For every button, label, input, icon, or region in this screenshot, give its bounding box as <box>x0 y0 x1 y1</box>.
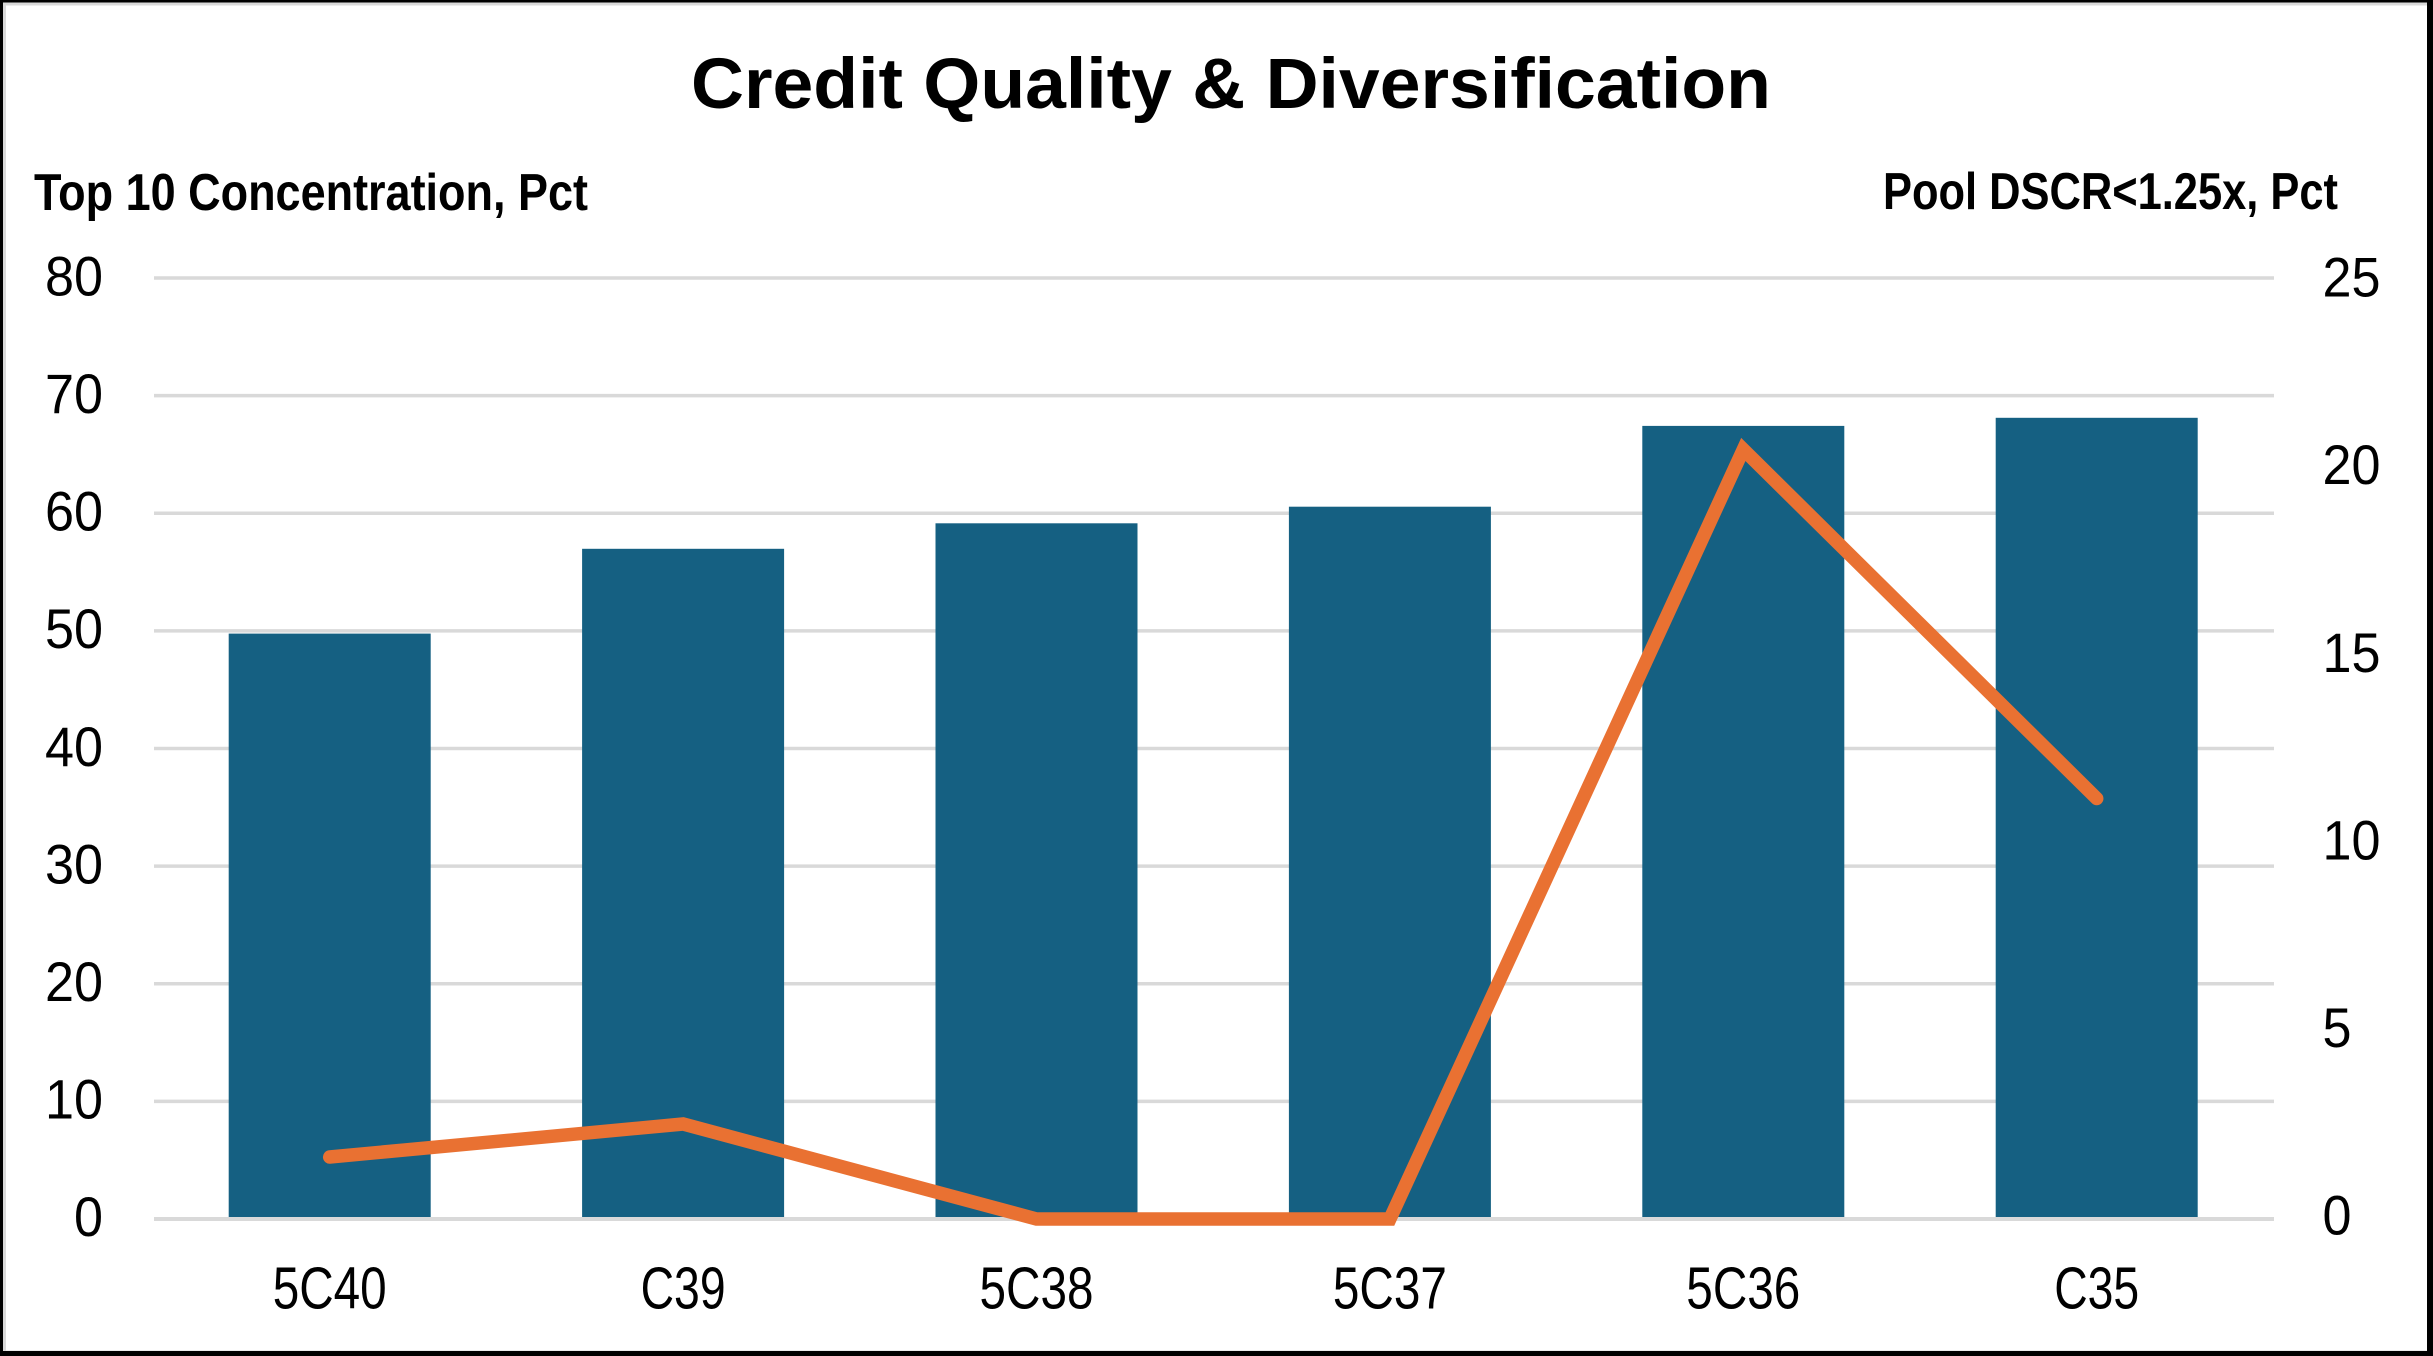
svg-text:70: 70 <box>45 362 103 425</box>
svg-text:C35: C35 <box>2054 1256 2139 1322</box>
svg-text:5: 5 <box>2323 996 2352 1059</box>
svg-text:20: 20 <box>45 950 103 1013</box>
svg-text:Credit Quality & Diversificati: Credit Quality & Diversification <box>691 45 1771 124</box>
svg-text:25: 25 <box>2323 246 2381 309</box>
svg-text:10: 10 <box>45 1068 103 1131</box>
svg-text:40: 40 <box>45 715 103 778</box>
svg-text:60: 60 <box>45 480 103 543</box>
svg-text:30: 30 <box>45 832 103 895</box>
svg-text:50: 50 <box>45 597 103 660</box>
svg-text:5C37: 5C37 <box>1333 1256 1447 1322</box>
svg-text:5C38: 5C38 <box>980 1256 1094 1322</box>
svg-text:0: 0 <box>2323 1184 2352 1247</box>
svg-text:5C40: 5C40 <box>273 1256 387 1322</box>
svg-text:Pool DSCR<1.25x, Pct: Pool DSCR<1.25x, Pct <box>1883 163 2338 221</box>
svg-text:0: 0 <box>74 1185 103 1248</box>
svg-text:20: 20 <box>2323 433 2381 496</box>
svg-text:10: 10 <box>2323 808 2381 871</box>
svg-text:Top 10 Concentration, Pct: Top 10 Concentration, Pct <box>34 164 588 222</box>
svg-text:C39: C39 <box>641 1256 726 1322</box>
svg-text:80: 80 <box>45 245 103 308</box>
svg-text:5C36: 5C36 <box>1686 1256 1800 1322</box>
svg-text:15: 15 <box>2323 621 2381 684</box>
